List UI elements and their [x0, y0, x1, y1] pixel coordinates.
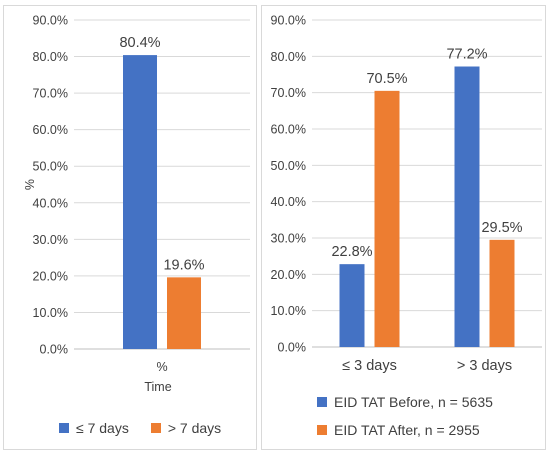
x-axis-title: Time	[144, 380, 171, 394]
y-tick-label: 60.0%	[33, 123, 68, 137]
bar-orange	[374, 90, 400, 347]
legend-label: > 7 days	[167, 420, 222, 436]
legend-swatch	[317, 425, 327, 435]
bar-blue	[339, 264, 365, 347]
right-chart-legend: EID TAT Before, n = 5635 EID TAT After, n…	[317, 394, 493, 450]
y-tick-label: 0.0%	[40, 343, 69, 357]
left-chart: 0.0% 10.0% 20.0% 30.0% 40.0% 50.0% 60.0% 70.0% 8…	[23, 14, 250, 394]
x-category-label: ≤ 3 days	[342, 358, 397, 374]
bar-blue	[123, 55, 157, 350]
data-label: 19.6%	[163, 257, 204, 273]
y-tick-label: 50.0%	[271, 159, 306, 173]
y-tick-label: 10.0%	[271, 304, 306, 318]
y-tick-label: 90.0%	[271, 14, 306, 28]
data-label: 80.4%	[119, 35, 160, 51]
legend-swatch	[59, 423, 69, 433]
y-tick-label: 90.0%	[33, 14, 68, 28]
bar-orange	[167, 277, 201, 349]
y-tick-label: 70.0%	[271, 86, 306, 100]
y-tick-label: 40.0%	[33, 196, 68, 210]
y-tick-label: 60.0%	[271, 123, 306, 137]
legend-item: EID TAT After, n = 2955	[317, 422, 480, 438]
data-label: 22.8%	[331, 244, 372, 260]
y-tick-label: 40.0%	[271, 195, 306, 209]
legend-item: EID TAT Before, n = 5635	[317, 394, 493, 410]
y-tick-label: 50.0%	[33, 160, 68, 174]
y-tick-label: 20.0%	[33, 269, 68, 283]
data-label: 29.5%	[481, 220, 522, 236]
legend-label: ≤ 7 days	[76, 420, 129, 436]
y-tick-label: 30.0%	[33, 233, 68, 247]
x-category-label: %	[156, 360, 167, 374]
y-axis-title: %	[23, 179, 37, 190]
x-category-label: > 3 days	[457, 358, 512, 374]
left-chart-panel: 0.0% 10.0% 20.0% 30.0% 40.0% 50.0% 60.0% 70.0% 8…	[3, 5, 257, 450]
y-tick-label: 10.0%	[33, 306, 68, 320]
data-label: 77.2%	[446, 47, 487, 63]
legend-item: > 7 days	[150, 420, 222, 436]
legend-item: ≤ 7 days	[59, 420, 129, 436]
legend-swatch	[150, 423, 161, 433]
legend-label: EID TAT After, n = 2955	[334, 422, 480, 438]
y-tick-label: 80.0%	[271, 50, 306, 64]
y-tick-label: 70.0%	[33, 87, 68, 101]
y-tick-label: 20.0%	[271, 268, 306, 282]
y-tick-label: 80.0%	[33, 50, 68, 64]
right-chart: 0.0% 10.0% 20.0% 30.0% 40.0% 50.0% 60.0% 70.0% 8…	[271, 14, 542, 374]
legend-swatch	[317, 397, 327, 407]
y-tick-label: 30.0%	[271, 232, 306, 246]
left-chart-legend: ≤ 7 days > 7 days	[59, 420, 243, 436]
right-chart-panel: 0.0% 10.0% 20.0% 30.0% 40.0% 50.0% 60.0% 70.0% 8…	[261, 5, 546, 450]
data-label: 70.5%	[366, 71, 407, 87]
bar-orange	[489, 239, 515, 347]
y-tick-label: 0.0%	[278, 341, 307, 355]
legend-label: EID TAT Before, n = 5635	[334, 394, 493, 410]
bar-blue	[454, 66, 480, 348]
